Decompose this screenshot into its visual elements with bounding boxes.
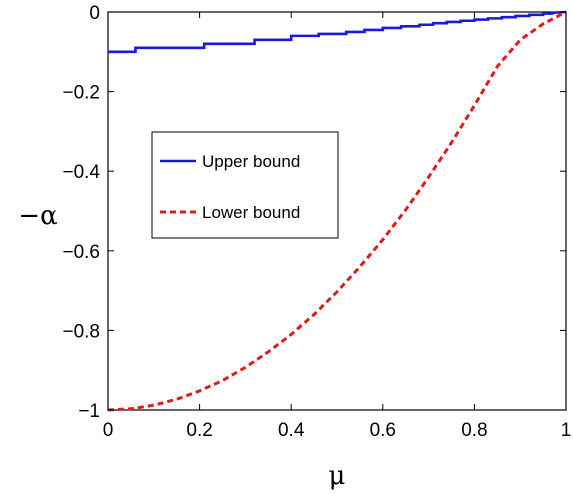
series-line-lower-bound	[107, 10, 567, 412]
legend-box	[151, 131, 339, 239]
legend-label-lower-bound: Lower bound	[202, 203, 300, 222]
y-tick-label: −0.2	[62, 83, 100, 104]
x-tick-label: 0.4	[278, 420, 305, 441]
x-tick-label: 0.2	[186, 420, 212, 441]
y-tick-label: −0.4	[62, 162, 100, 183]
x-tick-label: 1	[561, 420, 572, 441]
x-axis-ticks: 0 0.2 0.4 0.6 0.8 1	[103, 12, 572, 441]
y-tick-label: −1	[78, 401, 100, 422]
y-tick-label: −0.8	[62, 321, 100, 342]
y-tick-label: −0.6	[62, 242, 100, 263]
x-tick-label: 0.8	[461, 420, 487, 441]
x-tick-label: 0.6	[370, 420, 396, 441]
x-tick-label: 0	[103, 420, 114, 441]
y-tick-label: 0	[89, 3, 100, 24]
y-axis-ticks: 0 −0.2 −0.4 −0.6 −0.8 −1	[62, 3, 566, 422]
legend: Upper bound Lower bound	[151, 131, 339, 239]
y-axis-label: −α	[18, 201, 57, 231]
x-axis-label: μ	[329, 461, 346, 491]
legend-label-upper-bound: Upper bound	[202, 152, 300, 171]
series-layer	[107, 10, 567, 412]
series-line-upper-bound	[108, 10, 567, 54]
